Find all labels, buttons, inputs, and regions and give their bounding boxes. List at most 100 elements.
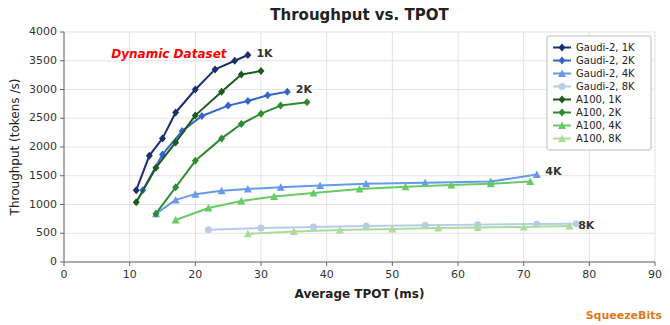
point <box>316 182 324 190</box>
x-tick-label: 0 <box>61 268 68 281</box>
point <box>152 164 159 172</box>
point <box>133 198 140 206</box>
point <box>218 134 225 142</box>
line <box>176 182 531 221</box>
annotation: 1K <box>256 47 273 60</box>
x-tick <box>655 262 656 266</box>
x-tick <box>392 262 393 266</box>
point <box>218 187 226 195</box>
legend-label: Gaudi-2, 8K <box>576 81 635 92</box>
legend-marker <box>558 135 566 143</box>
point <box>192 111 199 119</box>
point <box>244 230 252 238</box>
grid <box>64 32 655 262</box>
x-tick-label: 70 <box>517 268 531 281</box>
point <box>172 196 180 204</box>
y-axis-label: Throughput (tokens /s) <box>8 79 22 217</box>
point <box>172 109 179 117</box>
axes: 0102030405060708090050010001500200025003… <box>29 25 662 281</box>
point <box>401 183 409 191</box>
point <box>133 186 140 194</box>
legend-label: A100, 2K <box>576 107 622 118</box>
point <box>284 88 291 96</box>
point <box>244 51 251 59</box>
point <box>264 91 271 99</box>
series <box>133 67 265 206</box>
y-grid-line <box>64 32 655 33</box>
x-tick <box>129 262 130 266</box>
y-tick <box>60 118 64 119</box>
point <box>152 210 159 218</box>
legend-label: A100, 4K <box>576 120 622 131</box>
y-tick-label: 3000 <box>29 83 57 96</box>
x-tick <box>261 262 262 266</box>
point <box>237 197 245 205</box>
chart: 0102030405060708090050010001500200025003… <box>0 0 670 325</box>
point <box>487 180 495 188</box>
x-tick-label: 50 <box>385 268 399 281</box>
watermark: Dynamic Dataset <box>111 47 228 61</box>
legend-marker <box>558 122 566 130</box>
series <box>172 178 535 224</box>
point <box>258 110 265 118</box>
y-tick-label: 2000 <box>29 140 57 153</box>
x-axis-label: Average TPOT (ms) <box>295 287 425 301</box>
point <box>172 138 179 146</box>
point <box>277 183 285 191</box>
legend-label: Gaudi-2, 2K <box>576 55 635 66</box>
point <box>362 180 370 188</box>
legend-marker <box>559 44 566 52</box>
series <box>205 220 580 233</box>
series <box>152 171 541 218</box>
legend-marker <box>559 109 566 117</box>
legend-marker <box>559 96 566 104</box>
y-grid-line <box>64 204 655 205</box>
point <box>290 228 298 236</box>
point <box>258 225 265 232</box>
x-tick-label: 40 <box>320 268 334 281</box>
point <box>336 226 344 234</box>
title: Throughput vs. TPOT <box>270 6 449 24</box>
legend-marker <box>559 83 566 90</box>
point <box>205 226 212 233</box>
y-tick <box>60 60 64 61</box>
point <box>238 120 245 128</box>
point <box>533 171 541 179</box>
legend-marker <box>559 57 566 65</box>
legend-label: Gaudi-2, 4K <box>576 68 635 79</box>
point <box>566 222 574 230</box>
point <box>303 98 310 106</box>
x-tick <box>195 262 196 266</box>
legend-box <box>547 36 651 150</box>
x-tick <box>326 262 327 266</box>
point <box>238 71 245 79</box>
y-tick-label: 4000 <box>29 25 57 38</box>
series <box>244 222 574 237</box>
y-tick <box>60 262 64 263</box>
point <box>146 152 153 160</box>
point <box>310 223 317 230</box>
point <box>172 216 180 224</box>
point <box>244 97 251 105</box>
series <box>152 98 310 218</box>
point <box>225 102 232 110</box>
series <box>139 88 290 194</box>
line <box>143 92 287 190</box>
x-tick <box>523 262 524 266</box>
point <box>474 224 482 232</box>
plot-area <box>64 32 655 262</box>
point <box>434 224 442 232</box>
annotation: 4K <box>545 165 562 178</box>
y-grid-line <box>64 262 655 263</box>
y-tick-label: 500 <box>36 226 57 239</box>
line <box>136 71 261 202</box>
x-axis-line <box>64 262 655 263</box>
y-tick-label: 1000 <box>29 198 57 211</box>
x-tick-label: 20 <box>188 268 202 281</box>
point <box>198 112 205 120</box>
y-grid-line <box>64 233 655 234</box>
point <box>192 157 199 165</box>
y-tick <box>60 89 64 90</box>
point <box>192 86 199 94</box>
x-tick <box>589 262 590 266</box>
